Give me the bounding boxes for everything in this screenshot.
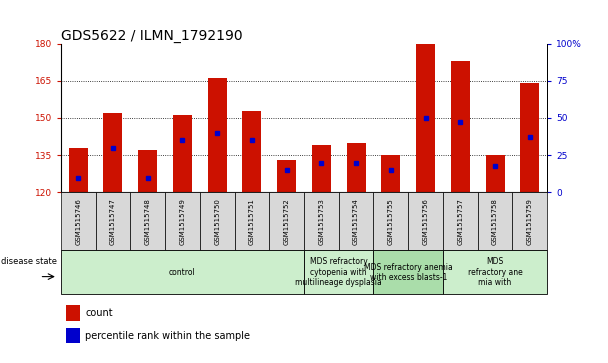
Bar <box>173 115 192 192</box>
Bar <box>130 192 165 250</box>
Bar <box>513 192 547 250</box>
Text: GSM1515747: GSM1515747 <box>110 198 116 245</box>
Text: GSM1515755: GSM1515755 <box>388 198 394 245</box>
Text: GSM1515753: GSM1515753 <box>319 198 325 245</box>
Bar <box>486 155 505 192</box>
Bar <box>520 83 539 192</box>
Bar <box>138 150 157 192</box>
Text: percentile rank within the sample: percentile rank within the sample <box>85 331 250 341</box>
Bar <box>95 192 130 250</box>
Text: GSM1515748: GSM1515748 <box>145 198 151 245</box>
Bar <box>373 192 408 250</box>
Text: GDS5622 / ILMN_1792190: GDS5622 / ILMN_1792190 <box>61 29 243 42</box>
Bar <box>312 145 331 192</box>
Bar <box>207 78 227 192</box>
Bar <box>304 250 373 294</box>
Bar <box>478 192 513 250</box>
Bar <box>200 192 235 250</box>
Bar <box>61 192 95 250</box>
Bar <box>443 192 478 250</box>
Bar <box>243 110 261 192</box>
Bar <box>69 148 88 192</box>
Text: MDS refractory
cytopenia with
multilineage dysplasia: MDS refractory cytopenia with multilinea… <box>295 257 382 287</box>
Bar <box>381 155 401 192</box>
Bar <box>451 61 470 192</box>
Text: GSM1515756: GSM1515756 <box>423 198 429 245</box>
Bar <box>165 192 200 250</box>
Bar <box>347 143 365 192</box>
Text: GSM1515757: GSM1515757 <box>457 198 463 245</box>
Text: disease state: disease state <box>1 257 57 266</box>
Bar <box>443 250 547 294</box>
Text: GSM1515749: GSM1515749 <box>179 198 185 245</box>
Bar <box>235 192 269 250</box>
Text: MDS
refractory ane
mia with: MDS refractory ane mia with <box>468 257 522 287</box>
Bar <box>277 160 296 192</box>
Bar <box>416 44 435 192</box>
Text: GSM1515750: GSM1515750 <box>214 198 220 245</box>
Text: GSM1515746: GSM1515746 <box>75 198 81 245</box>
Bar <box>103 113 122 192</box>
Text: GSM1515752: GSM1515752 <box>283 198 289 245</box>
Bar <box>408 192 443 250</box>
Text: control: control <box>169 268 196 277</box>
Bar <box>304 192 339 250</box>
Bar <box>373 250 443 294</box>
Text: GSM1515759: GSM1515759 <box>527 198 533 245</box>
Text: GSM1515758: GSM1515758 <box>492 198 498 245</box>
Text: GSM1515754: GSM1515754 <box>353 198 359 245</box>
Bar <box>66 328 80 343</box>
Bar <box>66 305 80 321</box>
Text: GSM1515751: GSM1515751 <box>249 198 255 245</box>
Bar <box>339 192 373 250</box>
Text: MDS refractory anemia
with excess blasts-1: MDS refractory anemia with excess blasts… <box>364 262 452 282</box>
Bar <box>269 192 304 250</box>
Bar <box>61 250 304 294</box>
Text: count: count <box>85 308 112 318</box>
